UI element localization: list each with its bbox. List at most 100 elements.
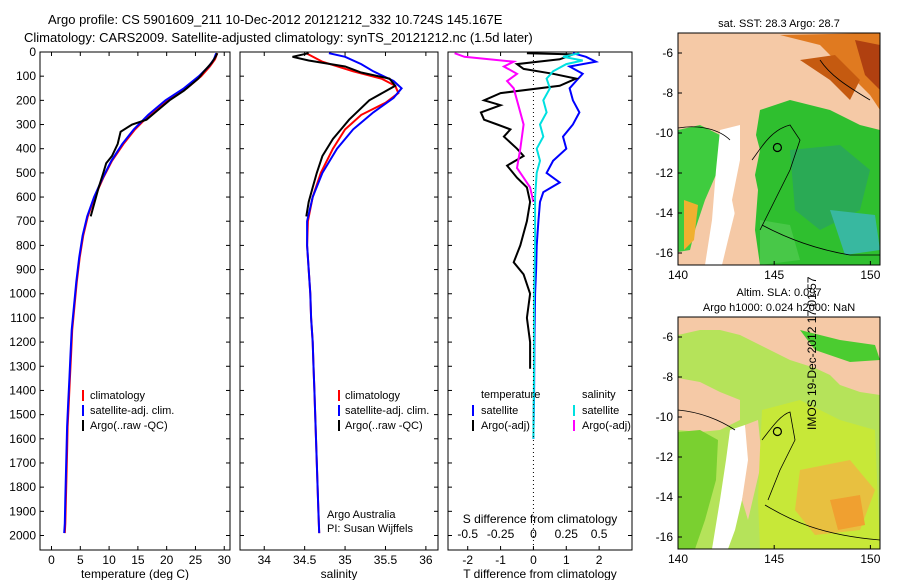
salinity-series-satellite — [306, 52, 403, 534]
salinity-xtick-label: 35.5 — [374, 553, 398, 567]
salinity-xtick-label: 34 — [258, 553, 272, 567]
legend-t-argo-label: Argo(-adj) — [481, 420, 530, 432]
salinity-diff-tick-label: 0 — [530, 527, 537, 541]
sla_map-lat-label: -8 — [662, 370, 673, 384]
sst_map-lat-label: -16 — [656, 246, 674, 260]
sla_map-lat-label: -10 — [656, 410, 674, 424]
salinity-series-group — [292, 52, 403, 534]
temperature-xtick-label: 20 — [160, 553, 174, 567]
sst_map-lat-label: -8 — [662, 86, 673, 100]
temperature-xtick-label: 15 — [131, 553, 145, 567]
sst_map-lon-label: 145 — [764, 268, 784, 282]
differences-xtick-label: 1 — [563, 553, 570, 567]
depth-tick-label: 0 — [29, 45, 36, 59]
figure-title-line2: Climatology: CARS2009. Satellite-adjuste… — [24, 30, 533, 45]
legend-climatology-label: climatology — [90, 390, 146, 402]
temperature-xtick-label: 5 — [77, 553, 84, 567]
sst_map-lat-label: -10 — [656, 126, 674, 140]
legend-s-argo-label: Argo(-adj) — [582, 420, 631, 432]
differences-series-argo_salinity — [454, 52, 535, 203]
depth-tick-label: 1900 — [9, 504, 36, 518]
sst_map-frame — [677, 32, 881, 266]
sla_map-argo-position-marker — [772, 426, 783, 437]
salinity-xtick-label: 36 — [419, 553, 433, 567]
differences-xtick-label: -2 — [462, 553, 473, 567]
depth-tick-label: 1500 — [9, 408, 36, 422]
temperature-xtick-label: 0 — [48, 553, 55, 567]
differences-xtick-label: 0 — [530, 553, 537, 567]
depth-tick-label: 900 — [16, 263, 36, 277]
depth-tick-label: 800 — [16, 238, 36, 252]
temperature-series-argo — [89, 52, 219, 217]
legend-climatology-label: climatology — [345, 390, 401, 402]
side-timestamp: IMOS 19-Dec-2012 17:01:57 — [805, 276, 819, 430]
sla_map-lon-label: 140 — [668, 552, 688, 566]
temperature-xtick-label: 25 — [189, 553, 203, 567]
sla_map-frame — [677, 316, 881, 550]
sst_map-lat-label: -14 — [656, 206, 674, 220]
depth-tick-label: 2000 — [9, 528, 36, 542]
differences-series-sat_salinity — [532, 52, 583, 439]
depth-tick-label: 1000 — [9, 287, 36, 301]
sla-map-image — [678, 317, 880, 549]
depth-tick-label: 700 — [16, 214, 36, 228]
map-sst_map: 140 145 150 -6 -8 -10 -12 -14 -16 sat. SST: 28.3 … — [656, 18, 881, 282]
sst_map-lat-label: -6 — [662, 46, 673, 60]
depth-tick-label: 200 — [16, 93, 36, 107]
salinity-series-argo — [292, 52, 397, 217]
annotation-argo-australia: Argo Australia — [327, 509, 396, 521]
legend-satellite-label: satellite-adj. clim. — [345, 405, 429, 417]
sla_map-lon-label: 145 — [764, 552, 784, 566]
depth-tick-label: 1600 — [9, 432, 36, 446]
plot-temperature: 0 5 10 15 20 25 300100200300400500600700800900… — [9, 45, 231, 580]
sla_map-lat-label: -6 — [662, 330, 673, 344]
legend-salinity-title: salinity — [582, 389, 616, 401]
depth-tick-label: 1300 — [9, 359, 36, 373]
differences-xtick-label: 2 — [596, 553, 603, 567]
sla_map-title: Argo h1000: 0.024 h2000: NaN — [703, 302, 855, 314]
differences-xtick-label: -1 — [495, 553, 506, 567]
salinity-diff-tick-label: -0.25 — [487, 527, 515, 541]
salinity-xtick-label: 35 — [338, 553, 352, 567]
temperature-xtick-label: 10 — [102, 553, 116, 567]
differences-series-argo — [479, 52, 580, 369]
depth-tick-label: 1700 — [9, 456, 36, 470]
sst_map-title: sat. SST: 28.3 Argo: 28.7 — [718, 18, 840, 30]
figure-title-line1: Argo profile: CS 5901609_211 10-Dec-2012… — [48, 12, 503, 27]
sst_map-lon-label: 140 — [668, 268, 688, 282]
differences-series-satellite — [532, 52, 600, 439]
temperature-xlabel: temperature (deg C) — [81, 567, 189, 580]
salinity-series-climatology — [305, 52, 400, 534]
map-sla_map: 140 145 150 -6 -8 -10 -12 -14 -16 Altim. SLA: 0.0… — [656, 287, 881, 566]
sst-map-image — [678, 33, 880, 265]
differences-xlabel: T difference from climatology — [463, 567, 617, 580]
sla_map-lon-label: 150 — [860, 552, 880, 566]
salinity-axes-frame — [239, 51, 439, 551]
salinity-diff-tick-label: 0.5 — [591, 527, 608, 541]
temperature-series-satellite — [63, 52, 218, 534]
differences-series-group — [454, 52, 600, 439]
temperature-xtick-label: 30 — [218, 553, 232, 567]
depth-tick-label: 1800 — [9, 480, 36, 494]
sst_map-lat-label: -12 — [656, 166, 674, 180]
salinity-diff-tick-label: -0.5 — [457, 527, 478, 541]
legend-t-satellite-label: satellite — [481, 405, 518, 417]
depth-tick-label: 500 — [16, 166, 36, 180]
depth-tick-label: 1100 — [10, 311, 36, 325]
depth-tick-label: 1200 — [9, 335, 36, 349]
depth-tick-label: 1400 — [9, 383, 36, 397]
plot-salinity: 34 34.5 35 35.5 36 salinity climatology satelli… — [239, 51, 439, 580]
sla_map-title: Altim. SLA: 0.097 — [737, 287, 822, 299]
annotation-pi: PI: Susan Wijffels — [327, 523, 413, 535]
depth-tick-label: 100 — [16, 69, 36, 83]
legend-satellite-label: satellite-adj. clim. — [90, 405, 174, 417]
temperature-series-group — [63, 52, 219, 534]
salinity-xlabel: salinity — [321, 567, 358, 580]
temperature-axes-frame — [39, 51, 231, 551]
salinity-diff-axis-label: S difference from climatology — [463, 512, 618, 526]
plot-differences: -2 -1 0 1 2T difference from climatology -0.5… — [447, 51, 633, 580]
depth-tick-label: 300 — [16, 118, 36, 132]
legend-s-satellite-label: satellite — [582, 405, 619, 417]
sst_map-argo-position-marker — [772, 142, 783, 153]
